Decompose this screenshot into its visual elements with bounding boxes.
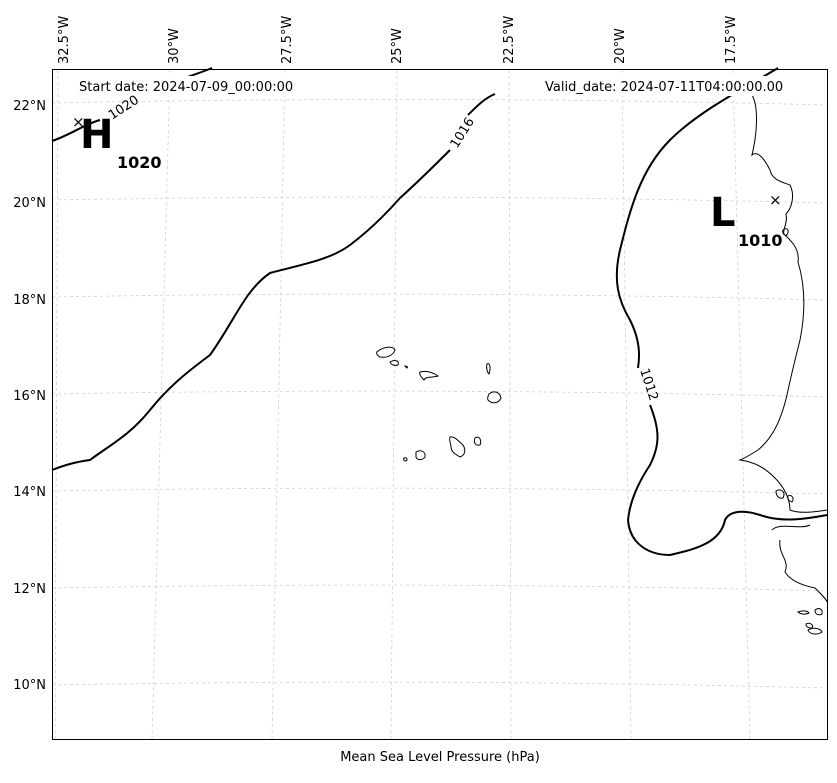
coast-islands-east <box>775 228 794 503</box>
lon-label: 25°W <box>390 28 405 64</box>
coastlines <box>376 94 828 635</box>
isobar-label-1012: 1012 <box>636 367 660 403</box>
island-santo-antao <box>376 346 396 358</box>
lon-label: 30°W <box>167 28 182 64</box>
lat-labels: 22°N 20°N 18°N 16°N 14°N 12°N 10°N <box>13 99 46 693</box>
lat-label: 18°N <box>13 293 46 308</box>
isobars <box>51 67 828 557</box>
africa-coast <box>738 94 828 603</box>
lat-label: 16°N <box>13 389 46 404</box>
lon-label: 32.5°W <box>57 16 72 64</box>
lon-label: 22.5°W <box>502 16 517 64</box>
island-santa-luzia <box>403 365 408 369</box>
island-boa-vista <box>487 391 502 404</box>
lat-label: 22°N <box>13 99 46 114</box>
high-center-marker: × <box>72 113 85 131</box>
lon-label: 20°W <box>613 28 628 64</box>
map-frame <box>52 69 828 740</box>
lon-label: 27.5°W <box>280 16 295 64</box>
high-pressure-center: × H 1020 <box>72 112 162 172</box>
lat-label: 14°N <box>13 485 46 500</box>
island-fogo <box>415 450 426 461</box>
low-letter: L <box>710 190 736 236</box>
lon-label: 17.5°W <box>724 16 739 64</box>
low-center-marker: × <box>769 191 782 209</box>
island-sao-vicente <box>389 360 399 366</box>
valid-date-label: Valid_date: 2024-07-11T04:00:00.00 <box>545 80 783 95</box>
lat-label: 10°N <box>13 678 46 693</box>
island-maio <box>473 436 482 446</box>
island-sal <box>486 363 491 375</box>
coast-islands-south <box>797 608 823 635</box>
lon-labels: 32.5°W 30°W 27.5°W 25°W 22.5°W 20°W 17.5… <box>57 16 739 64</box>
low-value: 1010 <box>738 231 783 250</box>
high-value: 1020 <box>117 153 162 172</box>
island-brava <box>403 457 408 462</box>
graticule <box>51 69 828 741</box>
high-letter: H <box>80 112 113 158</box>
island-santiago <box>449 436 466 458</box>
isobar-1016-line <box>51 93 496 471</box>
map-caption: Mean Sea Level Pressure (hPa) <box>340 750 540 765</box>
isobar-1012-line <box>615 67 828 557</box>
low-pressure-center: × L 1010 <box>710 190 783 250</box>
island-sao-nicolau <box>419 371 440 381</box>
isobar-label-1016: 1016 <box>448 115 478 151</box>
lat-label: 12°N <box>13 582 46 597</box>
start-date-label: Start date: 2024-07-09_00:00:00 <box>79 80 293 95</box>
lat-label: 20°N <box>13 196 46 211</box>
